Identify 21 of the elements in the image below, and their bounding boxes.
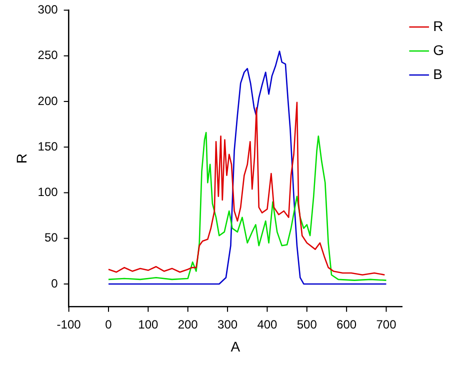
legend-label: R	[433, 18, 444, 34]
y-tick-label: 100	[38, 185, 58, 200]
y-tick-label: 200	[38, 94, 58, 108]
x-tick-label: -100	[56, 317, 82, 332]
x-tick-label: 300	[218, 317, 238, 332]
y-tick-label: 50	[44, 230, 58, 245]
legend-label: B	[433, 66, 442, 82]
x-axis-title: A	[230, 338, 241, 354]
x-tick-label: 500	[296, 317, 318, 332]
x-tick-label: 100	[138, 317, 159, 332]
y-tick-label: 150	[38, 139, 58, 154]
x-tick-label: 0	[105, 317, 112, 332]
y-tick-label: 300	[38, 2, 58, 17]
x-tick-label: 700	[376, 317, 397, 332]
legend-label: G	[433, 42, 444, 58]
x-tick-label: 600	[336, 317, 357, 332]
y-axis-title: R	[13, 153, 30, 164]
x-tick-label: 200	[178, 317, 198, 332]
x-tick-label: 400	[257, 317, 278, 332]
y-tick-label: 250	[38, 48, 58, 62]
y-tick-label: 0	[51, 276, 58, 290]
